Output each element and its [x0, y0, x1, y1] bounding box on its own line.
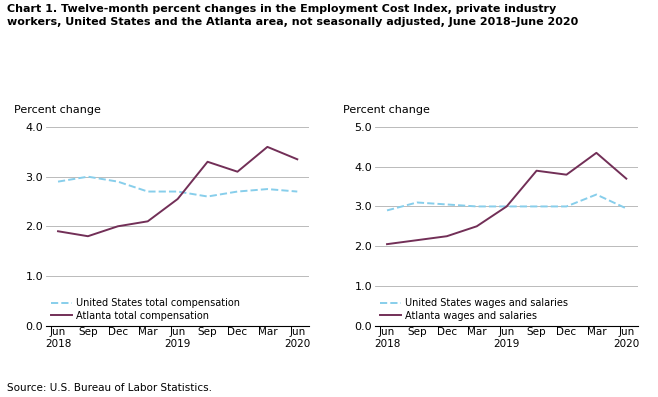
Text: Percent change: Percent change	[343, 105, 430, 115]
Legend: United States wages and salaries, Atlanta wages and salaries: United States wages and salaries, Atlant…	[380, 298, 569, 321]
Atlanta wages and salaries	[503, 204, 511, 209]
Line: United States total compensation: United States total compensation	[58, 177, 297, 197]
Atlanta wages and salaries	[563, 172, 570, 177]
Atlanta wages and salaries	[592, 150, 600, 155]
United States wages and salaries	[503, 204, 511, 209]
Atlanta total compensation	[234, 169, 241, 174]
Atlanta total compensation	[144, 219, 152, 224]
Atlanta wages and salaries	[443, 234, 451, 239]
Line: Atlanta total compensation: Atlanta total compensation	[58, 147, 297, 236]
United States wages and salaries	[473, 204, 481, 209]
United States total compensation	[203, 194, 211, 199]
United States total compensation	[144, 189, 152, 194]
United States wages and salaries	[383, 208, 391, 213]
United States total compensation	[84, 174, 92, 179]
Text: Source: U.S. Bureau of Labor Statistics.: Source: U.S. Bureau of Labor Statistics.	[7, 383, 212, 393]
Legend: United States total compensation, Atlanta total compensation: United States total compensation, Atlant…	[51, 298, 240, 321]
Atlanta total compensation	[114, 224, 122, 229]
Atlanta total compensation	[84, 234, 92, 239]
Atlanta wages and salaries	[473, 224, 481, 229]
United States wages and salaries	[622, 206, 630, 211]
United States total compensation	[114, 179, 122, 184]
United States total compensation	[174, 189, 182, 194]
Atlanta total compensation	[54, 229, 62, 233]
United States wages and salaries	[592, 192, 600, 197]
Atlanta total compensation	[293, 157, 301, 162]
United States wages and salaries	[563, 204, 570, 209]
Atlanta total compensation	[263, 145, 271, 149]
United States wages and salaries	[532, 204, 540, 209]
Atlanta wages and salaries	[383, 242, 391, 247]
United States total compensation	[54, 179, 62, 184]
Line: Atlanta wages and salaries: Atlanta wages and salaries	[387, 153, 626, 244]
Atlanta total compensation	[203, 160, 211, 164]
Text: Percent change: Percent change	[14, 105, 101, 115]
United States total compensation	[234, 189, 241, 194]
Atlanta total compensation	[174, 197, 182, 201]
Atlanta wages and salaries	[532, 168, 540, 173]
Line: United States wages and salaries: United States wages and salaries	[387, 195, 626, 210]
Atlanta wages and salaries	[413, 238, 421, 243]
Text: Chart 1. Twelve-month percent changes in the Employment Cost Index, private indu: Chart 1. Twelve-month percent changes in…	[7, 4, 578, 27]
United States wages and salaries	[443, 202, 451, 207]
United States total compensation	[293, 189, 301, 194]
United States total compensation	[263, 187, 271, 191]
United States wages and salaries	[413, 200, 421, 205]
Atlanta wages and salaries	[622, 176, 630, 181]
